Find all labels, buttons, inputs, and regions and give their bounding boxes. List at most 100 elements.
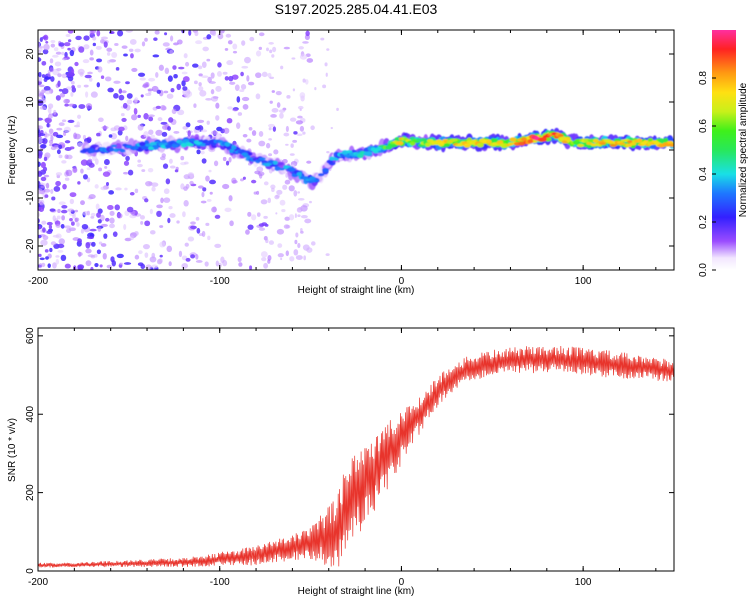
spectrogram-noise-blob <box>156 210 162 217</box>
spectrogram-noise-speck <box>302 131 306 135</box>
spectrogram-noise-blob <box>58 42 65 47</box>
spectrogram-noise-blob <box>110 127 117 132</box>
spectrogram-noise-blob <box>246 138 252 143</box>
spectrogram-noise-blob <box>149 256 157 263</box>
spectrogram-noise-blob <box>237 112 243 116</box>
spectrogram-noise-blob <box>57 250 64 253</box>
spectrogram-noise-blob <box>113 93 119 99</box>
spectrogram-noise-blob <box>285 250 289 257</box>
spectrogram-noise-blob <box>241 96 250 102</box>
spectrogram-noise-blob <box>209 179 216 185</box>
spectrogram-noise-blob <box>46 221 53 226</box>
spectrogram-noise-blob <box>150 182 159 187</box>
spectrogram-noise-blob <box>196 227 201 234</box>
spectrogram-noise-blob <box>112 231 118 237</box>
spectrogram-noise-blob <box>224 76 229 81</box>
snr-series-line <box>38 345 674 568</box>
spectrogram-noise-blob <box>60 209 68 214</box>
spectrogram-noise-blob <box>144 198 149 203</box>
spectrogram-noise-blob <box>117 30 124 37</box>
spectrogram-noise-blob <box>56 67 62 72</box>
spectrogram-noise-blob <box>40 185 45 189</box>
spectrogram-noise-blob <box>61 51 65 56</box>
spectrogram-noise-blob <box>163 188 170 195</box>
spectrogram-noise-blob <box>121 90 127 94</box>
spectrogram-noise-blob <box>38 125 44 130</box>
spectrogram-noise-blob <box>222 183 230 190</box>
spectrogram-noise-blob <box>193 103 197 108</box>
spectrogram-noise-speck <box>311 241 316 246</box>
spectrogram-noise-blob <box>38 263 43 269</box>
snr-ytick-label: 400 <box>25 405 36 422</box>
spectrogram-noise-blob <box>43 156 48 162</box>
spectrogram-noise-blob <box>294 239 298 245</box>
spectrogram-noise-blob <box>47 107 52 114</box>
spectrogram-noise-blob <box>69 217 73 222</box>
spectrogram-noise-blob <box>231 74 239 80</box>
spectrogram-noise-blob <box>258 46 263 50</box>
spectrogram-noise-blob <box>246 75 250 82</box>
spectrogram-noise-blob <box>38 76 43 83</box>
spectrogram-noise-blob <box>240 71 244 77</box>
spectrogram-noise-speck <box>324 62 328 67</box>
spectrogram-noise-blob <box>44 76 52 80</box>
spectrogram-noise-blob <box>283 46 290 50</box>
spectrogram-noise-blob <box>137 159 141 163</box>
spectrogram-noise-speck <box>297 214 301 218</box>
spectrogram-noise-blob <box>292 139 298 143</box>
spectrogram-ridge-blob <box>224 142 231 147</box>
spectrogram-noise-blob <box>80 200 85 206</box>
spectrogram-noise-blob <box>74 209 79 213</box>
spectrogram-noise-blob <box>54 61 62 67</box>
spectrogram-noise-blob <box>89 57 94 61</box>
spectrogram-noise-blob <box>68 103 76 107</box>
spectrogram-noise-blob <box>44 249 49 253</box>
spectrogram-noise-blob <box>111 51 118 59</box>
spectrogram-noise-blob <box>108 190 115 195</box>
spectrogram-noise-blob <box>64 51 68 58</box>
spectrogram-noise-blob <box>40 161 46 169</box>
spectrogram-noise-blob <box>182 126 188 130</box>
spectrogram-noise-blob <box>267 197 272 204</box>
spectrogram-noise-blob <box>299 92 306 99</box>
spectrogram-noise-blob <box>178 250 183 258</box>
spectrogram-ridge-blob <box>296 171 303 176</box>
spectrogram-noise-blob <box>61 88 69 95</box>
spectrogram-ridge-blob <box>119 148 126 153</box>
spectrogram-noise-blob <box>39 199 45 206</box>
spectrogram-noise-blob <box>200 200 207 204</box>
spectrogram-noise-blob <box>48 128 54 134</box>
spectrogram-noise-blob <box>154 30 160 35</box>
spectrogram-noise-blob <box>276 228 285 235</box>
spectrogram-noise-blob <box>38 161 41 168</box>
spectrogram-noise-blob <box>115 67 120 71</box>
spectrogram-ridge-blob <box>558 134 564 138</box>
spectrogram-ridge-blob <box>269 164 277 167</box>
spectrogram-noise-blob <box>271 54 275 58</box>
spectrogram-ridge-blob <box>618 142 626 146</box>
spectrogram-noise-blob <box>123 171 129 175</box>
spectrogram-noise-blob <box>168 206 173 210</box>
spectrogram-noise-blob <box>147 114 155 118</box>
spectrogram-noise-speck <box>302 78 306 83</box>
spectrogram-noise-blob <box>121 117 127 123</box>
spectrogram-noise-blob <box>86 177 91 183</box>
spectrogram-noise-blob <box>57 208 61 214</box>
spectrogram-noise-blob <box>134 254 140 260</box>
spectrogram-noise-blob <box>169 158 173 164</box>
spectrogram-ridge-blob <box>314 179 320 182</box>
spectrogram-noise-blob <box>276 102 281 108</box>
spectrogram-ridge-blob <box>527 138 534 144</box>
spectrogram-noise-blob <box>254 170 261 175</box>
spectrogram-noise-blob <box>109 217 115 224</box>
spectrogram-noise-blob <box>238 262 243 267</box>
spectrogram-noise-blob <box>289 256 295 262</box>
spectrogram-noise-blob <box>41 220 47 225</box>
spectrogram-noise-blob <box>38 137 43 144</box>
spectrogram-noise-blob <box>142 243 150 250</box>
spectrogram-noise-blob <box>283 132 290 137</box>
spectrogram-noise-blob <box>47 72 51 78</box>
spectrogram-noise-speck <box>297 191 301 194</box>
spectrogram-noise-blob <box>176 83 182 91</box>
snr-panel: -200 -100 0 100 0 200 400 600 Height of straigh… <box>7 327 675 597</box>
